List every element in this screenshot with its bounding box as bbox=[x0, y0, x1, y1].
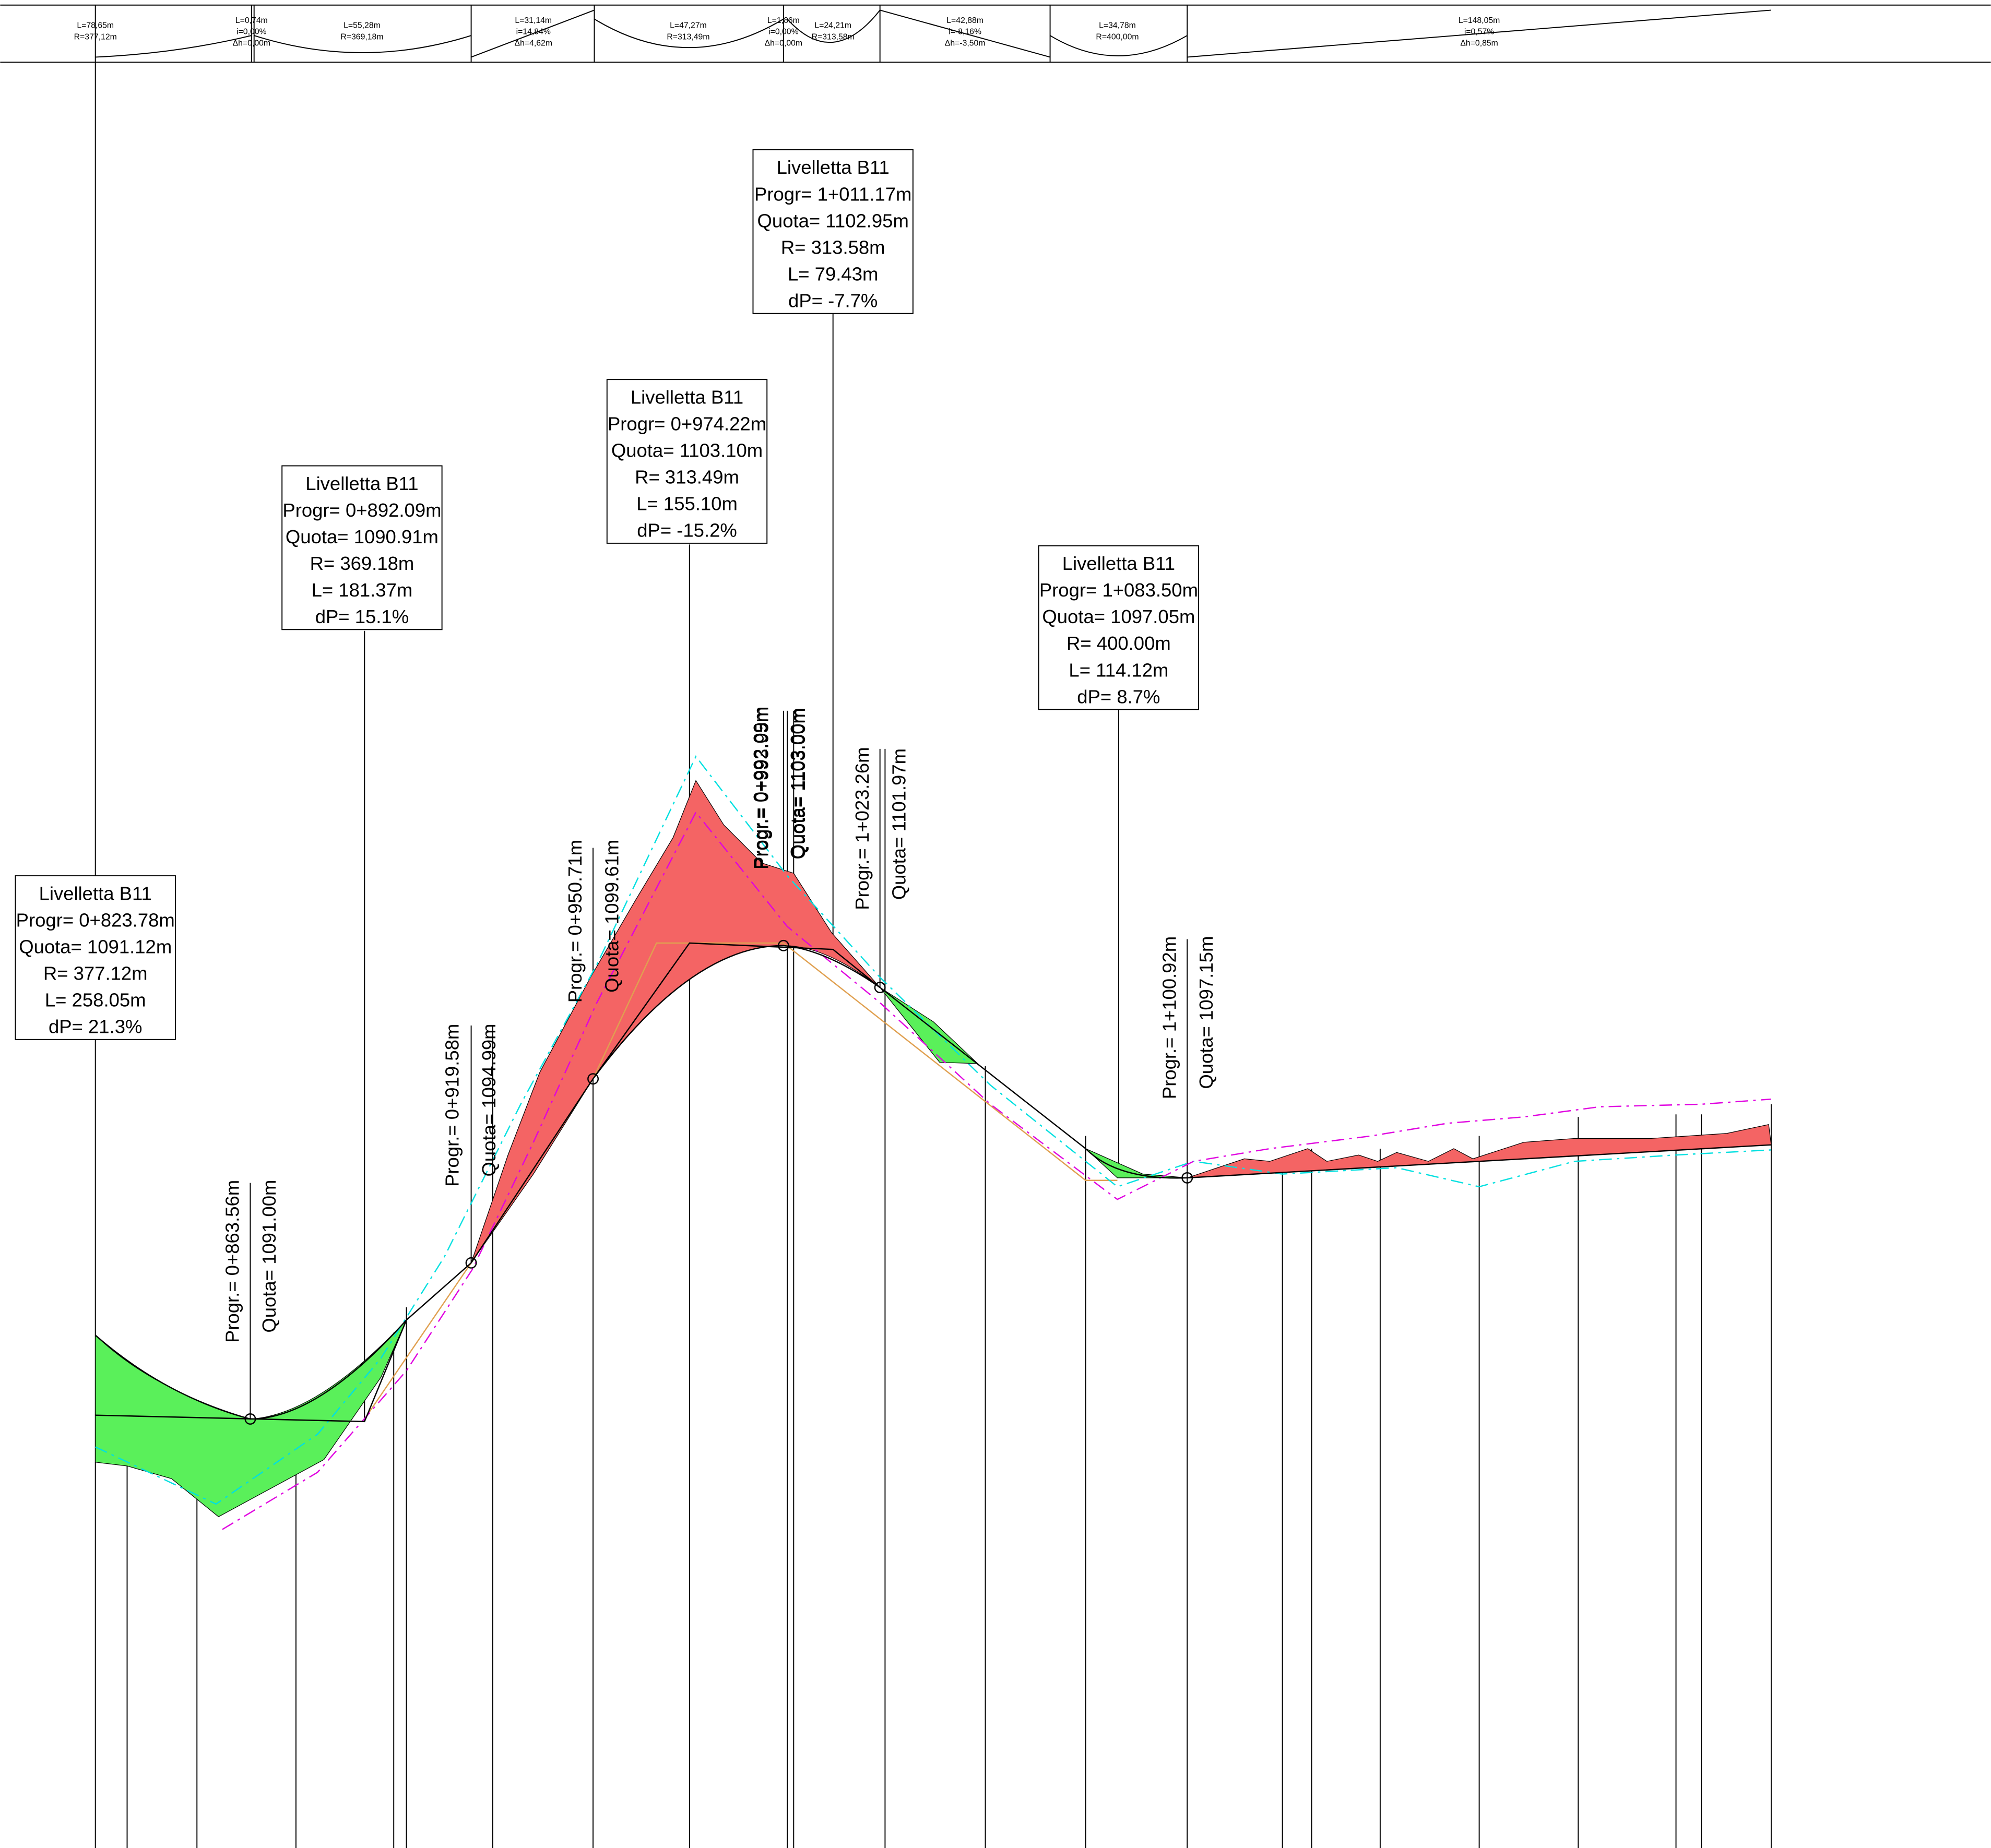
label-box bbox=[15, 875, 176, 1040]
band-text: R=400,00m bbox=[1096, 32, 1139, 41]
label-text: Quota= 1103.10m bbox=[611, 440, 763, 461]
label-text: L= 258.05m bbox=[45, 989, 146, 1011]
label-text: L= 181.37m bbox=[312, 579, 413, 601]
label-text: R= 369.18m bbox=[310, 553, 414, 574]
band-text: Δh=0,00m bbox=[765, 39, 802, 48]
label-text: R= 377.12m bbox=[43, 963, 148, 984]
cut-fill-areas bbox=[95, 780, 1772, 1517]
station-progr: Progr.= 0+992.09m bbox=[750, 707, 771, 869]
band-text: i=-8,16% bbox=[949, 28, 981, 37]
label-text: dP= 8.7% bbox=[1077, 686, 1160, 707]
station-quota: Quota= 1099.61m bbox=[601, 840, 623, 993]
band-frame bbox=[0, 4, 1991, 63]
station-progr: Progr.= 0+993.95m bbox=[751, 707, 773, 869]
station-progr: Progr.= 0+919.58m bbox=[441, 1024, 463, 1187]
label-text: Livelletta B11 bbox=[631, 386, 743, 408]
label-text: R= 400.00m bbox=[1066, 633, 1171, 654]
station-quota: Quota= 1097.15m bbox=[1195, 936, 1217, 1089]
label-text: dP= 15.1% bbox=[315, 606, 409, 627]
band-text: Δh=4,62m bbox=[515, 39, 552, 48]
band-labels: L=78,65m R=377,12m L=0,74m i=0,00% Δh=0,00m L… bbox=[74, 16, 1500, 48]
label-text: Progr= 0+892.09m bbox=[282, 499, 441, 521]
label-text: Livelletta B11 bbox=[1062, 553, 1175, 574]
band-text: L=55,28m bbox=[343, 21, 381, 30]
label-box bbox=[752, 149, 914, 314]
band-text: i=14,84% bbox=[516, 28, 551, 37]
band-text: L=31,14m bbox=[515, 16, 552, 25]
band-text: R=377,12m bbox=[74, 32, 117, 41]
label-text: Quota= 1091.12m bbox=[19, 936, 172, 957]
station-progr: Progr.= 0+950.71m bbox=[564, 840, 586, 1003]
band-text: R=313,49m bbox=[667, 32, 709, 41]
label-text: Progr= 1+011.17m bbox=[754, 183, 911, 205]
station-progr: Progr.= 1+100.92m bbox=[1158, 936, 1180, 1099]
station-quota: Quota= 1101.97m bbox=[888, 748, 909, 900]
station-quota: Quota= 1103.00m bbox=[788, 708, 809, 859]
band-text: L=24,21m bbox=[814, 21, 851, 30]
band-text: i=0,00% bbox=[768, 28, 799, 37]
label-box bbox=[1038, 545, 1200, 710]
band-text: Δh=-3,50m bbox=[945, 39, 986, 48]
band-text: R=369,18m bbox=[340, 32, 383, 41]
label-box bbox=[281, 465, 443, 630]
station-progr: Progr.= 0+863.56m bbox=[222, 1180, 243, 1343]
label-text: Livelletta B11 bbox=[39, 883, 152, 904]
label-text: Progr= 0+823.78m bbox=[16, 909, 175, 931]
label-text: dP= 21.3% bbox=[49, 1016, 142, 1038]
label-text: dP= -7.7% bbox=[788, 290, 878, 312]
grade-labels: Livelletta B11 Progr= 0+823.78m Quota= 109… bbox=[15, 149, 1200, 1040]
station-progr: Progr.= 1+023.26m bbox=[851, 747, 873, 910]
label-text: Progr= 0+974.22m bbox=[608, 413, 766, 434]
label-text: Quota= 1097.05m bbox=[1042, 606, 1195, 627]
label-text: Quota= 1090.91m bbox=[286, 526, 439, 547]
guide-lines bbox=[94, 755, 1772, 1530]
vertices bbox=[244, 939, 1193, 1425]
station-quota: Quota= 1103.00m bbox=[787, 708, 808, 859]
band-text: L=148,05m bbox=[1459, 16, 1500, 25]
label-text: R= 313.49m bbox=[635, 467, 739, 488]
label-text: R= 313.58m bbox=[781, 236, 885, 258]
band-text: R=313,58m bbox=[812, 32, 855, 41]
label-text: Livelletta B11 bbox=[777, 157, 890, 178]
band-text: i=0,00% bbox=[236, 28, 267, 37]
label-text: dP= -15.2% bbox=[637, 520, 737, 541]
band-text: L=42,88m bbox=[946, 16, 983, 25]
band-text: Δh=0,85m bbox=[1460, 39, 1498, 48]
band-text: L=78,65m bbox=[77, 21, 114, 30]
station-quota: Quota= 1091.00m bbox=[258, 1180, 280, 1333]
band-text: L=47,27m bbox=[670, 21, 707, 30]
label-text: Progr= 1+083.50m bbox=[1039, 579, 1198, 601]
label-box bbox=[606, 379, 768, 544]
band-text: L=34,78m bbox=[1099, 21, 1136, 30]
label-text: L= 79.43m bbox=[788, 263, 878, 284]
station-quota: Quota= 1094.99m bbox=[478, 1023, 500, 1176]
label-text: Quota= 1102.95m bbox=[757, 210, 909, 231]
band-text: i=0,57% bbox=[1464, 28, 1495, 37]
station-labels: Progr.= 0+863.56m Quota= 1091.00m Progr.= … bbox=[222, 707, 1217, 1343]
label-text: L= 114.12m bbox=[1069, 659, 1168, 681]
label-text: L= 155.10m bbox=[636, 493, 738, 515]
station-lines bbox=[94, 5, 1772, 1848]
band-text: Δh=0,00m bbox=[233, 39, 270, 48]
band-text: L=0,74m bbox=[235, 16, 268, 25]
band-text: L=1,86m bbox=[767, 16, 800, 25]
label-text: Livelletta B11 bbox=[305, 473, 418, 494]
